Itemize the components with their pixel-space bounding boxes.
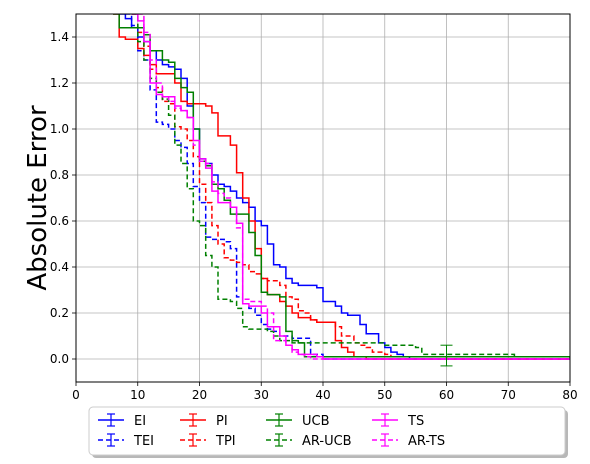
series-line-tei: [125, 14, 570, 360]
x-tick-label: 70: [501, 388, 516, 402]
legend-label: UCB: [302, 414, 330, 429]
legend-item-ucb: UCB: [266, 413, 330, 429]
x-tick-label: 40: [315, 388, 330, 402]
y-axis-label: Absolute Error: [23, 105, 53, 291]
series-layer: [113, 14, 570, 367]
series-line-ucb: [113, 14, 570, 359]
legend-label: PI: [216, 414, 228, 429]
legend-label: AR-TS: [408, 434, 445, 449]
series-line-ei: [119, 14, 570, 360]
x-tick-label: 10: [130, 388, 145, 402]
legend-label: EI: [134, 414, 146, 429]
x-tick-label: 80: [562, 388, 577, 402]
legend-item-ar-ts: AR-TS: [372, 433, 445, 449]
y-tick-label: 0.8: [50, 168, 69, 182]
legend-item-ts: TS: [372, 413, 424, 429]
axis-ticks: 0 10 20 30 40 50 60 70 80 0.0 0.2 0.4 0.6 0.8 1.0 1.2 1.…: [50, 30, 578, 402]
x-tick-label: 60: [439, 388, 454, 402]
legend-item-ei: EI: [98, 413, 146, 429]
y-tick-label: 1.2: [50, 76, 69, 90]
series-line-ar-ucb: [131, 14, 570, 358]
x-tick-label: 50: [377, 388, 392, 402]
legend-item-tei: TEI: [98, 433, 154, 449]
x-tick-label: 20: [192, 388, 207, 402]
grid: [75, 14, 571, 382]
y-tick-label: 1.4: [50, 30, 69, 44]
legend-label: TS: [407, 414, 424, 429]
y-tick-label: 0.6: [50, 214, 69, 228]
legend-label: AR-UCB: [302, 434, 352, 449]
legend-item-ar-ucb: AR-UCB: [266, 433, 352, 449]
legend-box: [88, 406, 566, 456]
y-tick-label: 0.0: [50, 352, 69, 366]
y-tick-label: 0.4: [50, 260, 69, 274]
series-line-ar-ts: [137, 14, 570, 360]
legend-label: TEI: [133, 434, 154, 449]
legend: EI TEI PI TPI UCB AR-UCB TS AR-TS: [88, 406, 568, 458]
legend-item-tpi: TPI: [180, 433, 236, 449]
x-tick-label: 30: [254, 388, 269, 402]
y-tick-label: 0.2: [50, 306, 69, 320]
legend-item-pi: PI: [180, 413, 228, 429]
legend-label: TPI: [215, 434, 236, 449]
y-tick-label: 1.0: [50, 122, 69, 136]
error-bar: [440, 344, 453, 367]
x-tick-label: 0: [72, 388, 80, 402]
